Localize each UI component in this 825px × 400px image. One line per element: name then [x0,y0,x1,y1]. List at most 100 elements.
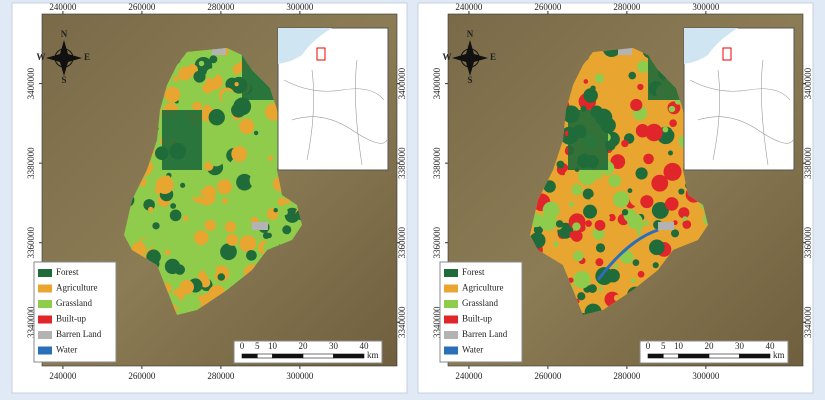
land-patch [202,185,216,200]
land-patch [192,188,202,198]
land-patch [206,68,217,79]
land-patch [621,209,629,216]
land-patch [606,268,620,283]
land-patch [627,213,643,229]
scale-label: 0 [646,341,651,351]
x-tick-label: 240000 [455,2,483,12]
land-patch [564,168,580,184]
land-patch [572,250,584,262]
land-patch [183,215,189,222]
land-patch [671,229,680,238]
land-patch [173,76,180,82]
land-patch [592,169,603,180]
land-patch [225,221,236,233]
compass-rose [452,40,488,76]
land-patch [555,220,564,228]
land-patch [239,235,257,253]
land-patch [637,270,645,278]
legend-swatch [444,269,458,277]
land-patch [226,233,239,246]
legend-label: Water [462,345,483,355]
scale-label: 5 [255,341,260,351]
land-patch [674,98,682,105]
land-patch [164,258,181,275]
land-patch [221,90,236,105]
scale-segment [241,353,258,359]
land-patch [669,119,677,128]
x-tick-label: 280000 [207,2,235,12]
land-patch [284,198,291,204]
legend-label: Agriculture [56,283,97,293]
scale-label: 20 [299,341,309,351]
y-tick-label: 3400000 [26,67,36,99]
legend-swatch [38,331,52,339]
y-tick-label: 3340000 [803,306,813,338]
map-panel: 240000 240000 260000 260000 280000 280000 3000… [11,2,408,394]
scale-label: 20 [705,341,715,351]
land-patch [583,88,598,103]
land-patch [652,262,659,269]
legend-swatch [444,331,458,339]
land-patch [582,188,594,200]
land-patch [236,221,244,229]
map-panel: 240000 240000 260000 260000 280000 280000 3000… [417,2,814,394]
compass-ring [460,48,480,68]
y-tick-label: 3380000 [26,147,36,179]
y-tick-label: 3380000 [803,147,813,179]
y-tick-label: 3400000 [432,67,442,99]
compass-n: N [467,29,474,39]
x-tick-label: 300000 [692,371,720,381]
barren-patch [252,222,268,230]
legend-swatch [444,346,458,355]
land-patch [583,79,589,84]
x-tick-label: 300000 [286,371,314,381]
land-patch [148,206,154,213]
land-patch [220,243,237,261]
land-patch [621,139,629,148]
land-patch [209,55,218,64]
land-patch [584,303,602,315]
land-patch [618,291,625,298]
y-tick-label: 3340000 [397,306,407,338]
land-patch [180,182,186,188]
forest-block [162,110,202,170]
x-tick-label: 260000 [534,371,562,381]
scale-segment [662,353,679,359]
legend-box [439,261,523,363]
land-patch [234,69,240,75]
land-patch [583,204,597,219]
land-patch [569,201,575,207]
legend-label: Barren Land [56,329,102,339]
land-patch [164,86,181,103]
land-patch [632,259,640,266]
land-patch [193,70,206,83]
scale-label: 40 [766,341,776,351]
legend-label: Built-up [462,314,493,324]
compass-w: W [37,52,46,62]
y-tick-label: 3360000 [803,226,813,258]
land-patch [612,191,630,208]
land-patch [643,153,654,165]
y-tick-label: 3360000 [397,226,407,258]
land-patch [628,71,637,80]
scale-label: 5 [661,341,666,351]
y-tick-label: 3400000 [803,67,813,99]
land-patch [164,249,171,256]
barren-patch [658,222,674,230]
y-tick-label: 3380000 [432,147,442,179]
compass-n: N [61,29,68,39]
legend-label: Forest [56,267,79,277]
land-patch [152,222,160,230]
land-patch [666,163,681,178]
compass-w: W [443,52,452,62]
compass-e: E [84,52,90,62]
legend-label: Barren Land [462,329,508,339]
land-patch [179,279,194,295]
legend-label: Grassland [462,298,498,308]
land-patch [665,197,679,211]
land-patch [610,154,626,169]
barren-patch [212,48,226,55]
land-patch [589,196,601,208]
barren-patch [618,48,632,55]
scale-label: 40 [360,341,370,351]
